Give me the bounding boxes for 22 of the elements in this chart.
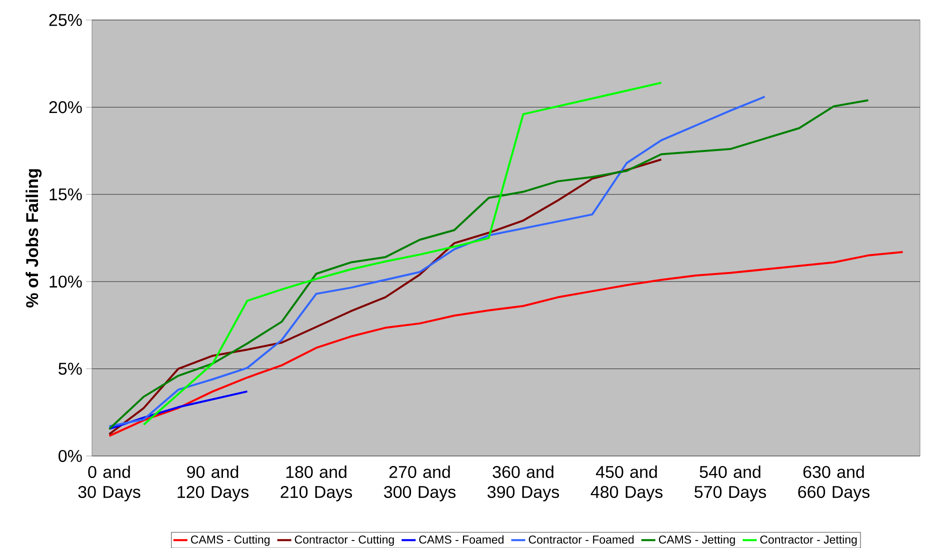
y-tick-label: 5%	[58, 362, 82, 375]
y-tick-label: 0%	[58, 450, 82, 462]
line-series	[108, 99, 870, 430]
legend-label: Contractor - Cutting	[294, 535, 394, 546]
legend-label: CAMS - Foamed	[419, 535, 504, 544]
legend-label: Contractor - Foamed	[528, 535, 634, 544]
y-tick-label: 10%	[50, 276, 82, 288]
legend-label: CAMS - Jetting	[658, 535, 735, 546]
y-axis-title: % of Jobs Failing	[26, 169, 42, 308]
x-tick-label: 360 and 390 Days	[488, 466, 560, 502]
x-tick-label: 90 and 120 Days	[178, 466, 249, 502]
y-tick-label: 15%	[50, 188, 82, 200]
x-tick-label: 180 and 210 Days	[280, 466, 352, 502]
legend-label: CAMS - Cutting	[190, 535, 270, 546]
y-tick-label: 25%	[49, 14, 82, 26]
legend-label: Contractor - Jetting	[760, 535, 857, 546]
x-tick-label: 270 and 300 Days	[384, 466, 456, 502]
y-tick-label: 20%	[49, 101, 82, 114]
x-tick-label: 540 and 570 Days	[694, 466, 766, 502]
x-tick-label: 0 and 30 Days	[78, 466, 140, 502]
x-tick-label: 450 and 480 Days	[590, 466, 663, 502]
x-tick-label: 630 and 660 Days	[798, 466, 870, 502]
